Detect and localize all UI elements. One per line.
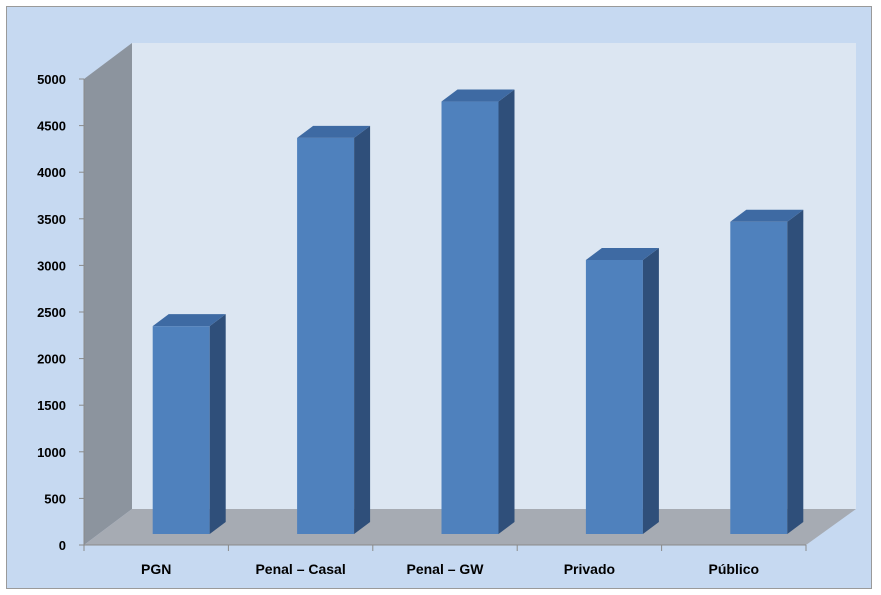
bar (297, 125, 371, 535)
bar-side (498, 89, 515, 534)
y-tick-label: 2500 (37, 305, 66, 320)
y-tick-label: 3000 (37, 258, 66, 273)
bar-top (441, 89, 515, 102)
bar-front (585, 259, 643, 534)
x-category-label: Penal – Casal (255, 561, 345, 577)
bar-side (354, 125, 371, 535)
y-tick-label: 500 (44, 491, 66, 506)
bar (730, 209, 804, 534)
bar-front (730, 221, 788, 534)
y-tick-label: 3500 (37, 212, 66, 227)
y-tick-label: 5000 (37, 72, 66, 87)
x-category-label: PGN (141, 561, 171, 577)
bar-front (297, 137, 355, 534)
y-axis-ticks: 0 500 1000 1500 2000 2500 3000 3500 4000 4500 5000 (37, 72, 84, 553)
bar-side (787, 209, 804, 534)
bar-side (642, 247, 659, 534)
y-tick-label: 1500 (37, 398, 66, 413)
bar-side (209, 314, 226, 534)
chart-frame (6, 6, 872, 589)
bar-top (297, 125, 371, 138)
x-category-label: Privado (564, 561, 615, 577)
bars (152, 89, 804, 535)
y-tick-label: 0 (59, 538, 66, 553)
y-tick-label: 4000 (37, 165, 66, 180)
y-tick-label: 2000 (37, 352, 66, 367)
x-category-label: Público (709, 561, 760, 577)
y-tick-label: 4500 (37, 119, 66, 134)
bar (585, 247, 659, 534)
bar-top (152, 314, 226, 327)
bar-front (152, 326, 210, 534)
y-tick-label: 1000 (37, 445, 66, 460)
x-category-label: Penal – GW (406, 561, 484, 577)
bar (152, 314, 226, 534)
x-axis-labels: PGN Penal – Casal Penal – GW Privado Público (141, 561, 759, 577)
bar-top (585, 247, 659, 260)
chart-side-wall (84, 43, 132, 545)
bar (441, 89, 515, 534)
bar-front (441, 101, 499, 534)
bar-top (730, 209, 804, 222)
